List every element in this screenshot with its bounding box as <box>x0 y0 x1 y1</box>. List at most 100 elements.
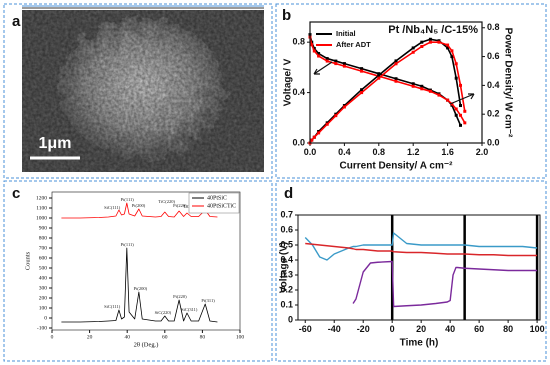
y-tick-label: 500 <box>39 265 48 271</box>
x-tick-label: 40 <box>124 335 130 341</box>
point <box>377 73 381 77</box>
y2-axis-label: Power Density/ W cm⁻² <box>502 28 513 138</box>
series-line <box>309 41 466 144</box>
point <box>342 62 346 66</box>
y-tick-label: 1200 <box>36 195 47 201</box>
point <box>454 107 458 111</box>
x-tick-label: 1.2 <box>407 147 420 157</box>
x-tick-label: 20 <box>87 335 93 341</box>
point <box>428 37 432 41</box>
x-tick-label: 60 <box>474 324 484 334</box>
x-tick-label: 40 <box>445 324 455 334</box>
point <box>317 52 321 56</box>
point <box>446 43 450 47</box>
point <box>394 62 398 66</box>
point <box>454 62 458 66</box>
y-tick-label: 0.0 <box>292 137 305 147</box>
point <box>334 114 338 118</box>
peak-label: TiC(220) <box>158 199 175 204</box>
point <box>454 76 458 80</box>
point <box>420 84 424 88</box>
point <box>450 49 454 53</box>
panel-label: d <box>284 185 293 202</box>
x-tick-label: -40 <box>328 324 341 334</box>
x-tick-label: 0 <box>390 324 395 334</box>
point <box>446 98 450 102</box>
point <box>450 55 454 59</box>
y2-tick-label: 0.0 <box>487 137 500 147</box>
x-tick-label: 80 <box>503 324 513 334</box>
point <box>459 123 462 127</box>
y-tick-label: 300 <box>39 285 48 291</box>
annotation: Pt /Nb₄N₅ /C-15% <box>388 24 478 36</box>
plot-frame <box>309 21 483 144</box>
point <box>459 113 462 117</box>
point <box>450 102 454 106</box>
peak-label: Pt(200) <box>132 203 146 208</box>
peak-label: SiC(111) <box>104 205 121 210</box>
series-line <box>304 232 538 261</box>
x-axis-label: Time (h) <box>400 338 439 349</box>
point <box>360 67 364 71</box>
point <box>325 59 329 63</box>
y-tick-label: 0.4 <box>292 87 305 97</box>
panel-frame <box>3 180 273 362</box>
y2-tick-label: 0.2 <box>487 109 500 119</box>
point <box>394 79 398 83</box>
point <box>446 46 450 50</box>
y-tick-label: 700 <box>39 245 48 251</box>
plot-frame <box>297 214 541 321</box>
y-tick-label: 0.2 <box>280 284 293 294</box>
point <box>360 69 364 73</box>
x-tick-label: 100 <box>236 335 245 341</box>
legend-label: Initial <box>336 29 356 38</box>
arrow <box>449 93 475 105</box>
y2-tick-label: 0.8 <box>487 22 500 32</box>
point <box>428 89 432 93</box>
panel-frame <box>275 3 547 179</box>
y-tick-label: 0.5 <box>280 239 293 249</box>
point <box>377 76 381 80</box>
scale-bar-label: 1μm <box>39 135 72 152</box>
x-tick-label: 80 <box>200 335 206 341</box>
x-axis-label: 2θ (Deg.) <box>134 341 159 348</box>
sem-image: 1μm <box>22 10 264 172</box>
y-tick-label: 0.3 <box>280 269 293 279</box>
peak-label: Pt(311) <box>201 298 215 303</box>
arrow <box>313 61 333 75</box>
y-tick-label: 0 <box>44 315 47 321</box>
peak-label: SiC(220) <box>155 310 172 315</box>
panel-label: c <box>12 185 20 202</box>
point <box>394 59 398 63</box>
point <box>317 54 321 58</box>
point <box>428 40 432 44</box>
legend-label: 40PtSiC <box>207 195 227 201</box>
y-tick-label: 0.6 <box>280 224 293 234</box>
point <box>420 87 424 91</box>
x-tick-label: 20 <box>416 324 426 334</box>
series-line <box>309 38 462 144</box>
y2-tick-label: 0.6 <box>487 51 500 61</box>
y-axis-label: Voltage (V) <box>279 242 290 293</box>
y-tick-label: -100 <box>37 325 47 331</box>
point <box>454 113 458 117</box>
peak-label: Pt(220) <box>173 294 187 299</box>
x-tick-label: 0.8 <box>373 147 386 157</box>
x-tick-label: -20 <box>357 324 370 334</box>
point <box>310 138 314 142</box>
y-tick-label: 400 <box>39 275 48 281</box>
point <box>334 59 338 63</box>
point <box>420 40 424 44</box>
point <box>437 40 441 44</box>
sem-texture <box>22 10 264 172</box>
y-tick-label: 0 <box>288 314 293 324</box>
peak-label: Pt(200) <box>134 286 148 291</box>
series-line <box>305 242 538 257</box>
y-tick-label: 100 <box>39 305 48 311</box>
peak-label: SiC(311) <box>181 307 198 312</box>
series-line <box>61 247 218 323</box>
point <box>377 72 381 76</box>
x-tick-label: 100 <box>530 324 545 334</box>
y-axis-label: Voltage/ V <box>283 58 294 106</box>
